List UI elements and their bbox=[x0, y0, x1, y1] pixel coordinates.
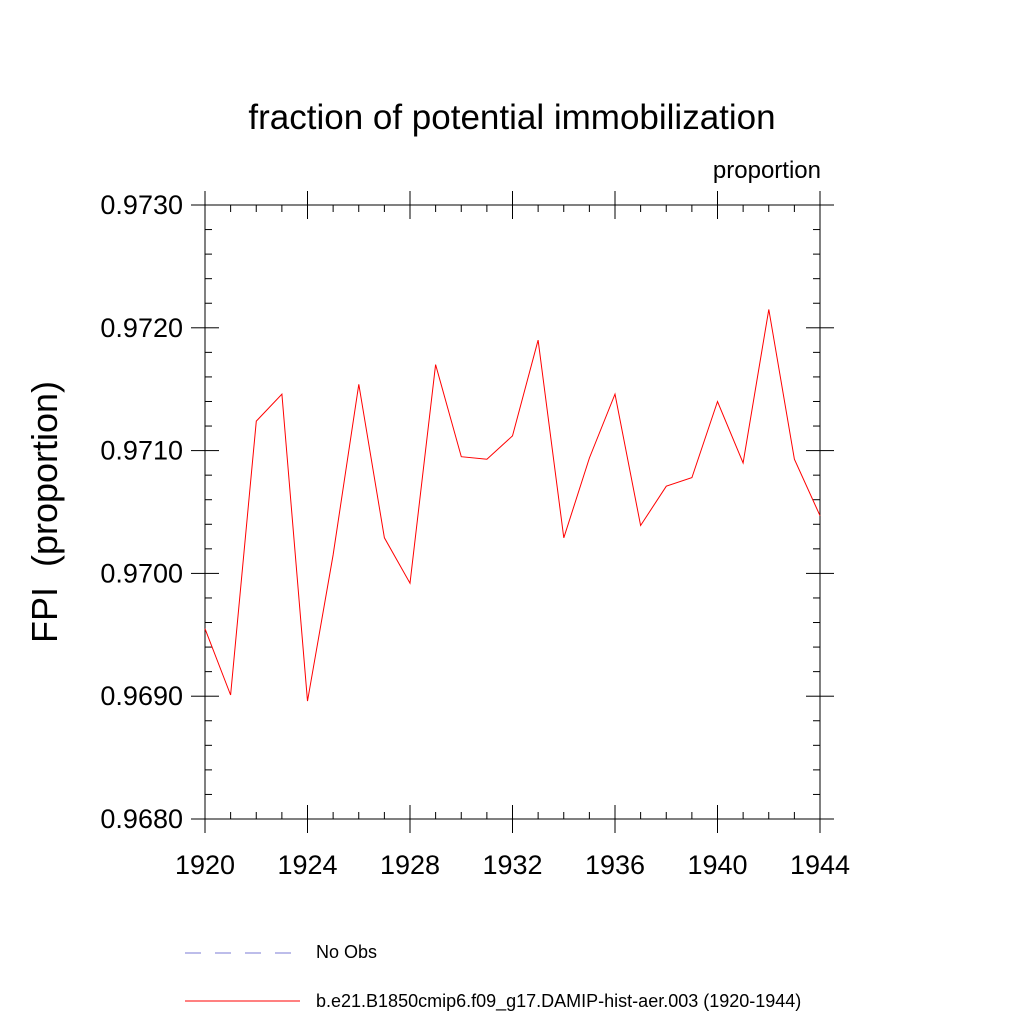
series-line bbox=[204, 309, 821, 702]
x-tick-label: 1928 bbox=[380, 850, 440, 880]
y-tick-label: 0.9700 bbox=[100, 558, 183, 588]
x-tick-label: 1936 bbox=[585, 850, 645, 880]
axis-ticks: 1920 1924 1928 1932 1936 1940 1944 0.9680 0.9690… bbox=[100, 190, 850, 880]
x-tick-label: 1924 bbox=[277, 850, 337, 880]
x-tick-label: 1944 bbox=[790, 850, 850, 880]
chart-subtitle: proportion bbox=[712, 157, 821, 184]
y-tick-label: 0.9680 bbox=[100, 804, 183, 834]
chart-title: fraction of potential immobilization bbox=[248, 98, 776, 137]
legend-label-no-obs: No Obs bbox=[316, 942, 378, 962]
y-tick-label: 0.9710 bbox=[100, 436, 183, 466]
x-tick-label: 1940 bbox=[687, 850, 747, 880]
x-tick-label: 1932 bbox=[482, 850, 542, 880]
y-tick-label: 0.9730 bbox=[100, 190, 183, 220]
legend bbox=[185, 952, 300, 1002]
legend-label-series: b.e21.B1850cmip6.f09_g17.DAMIP-hist-aer.… bbox=[316, 991, 802, 1011]
plot-frame bbox=[204, 204, 821, 820]
y-tick-label: 0.9690 bbox=[100, 681, 183, 711]
series-group bbox=[204, 309, 821, 702]
x-tick-label: 1920 bbox=[175, 850, 235, 880]
y-tick-label: 0.9720 bbox=[100, 313, 183, 343]
